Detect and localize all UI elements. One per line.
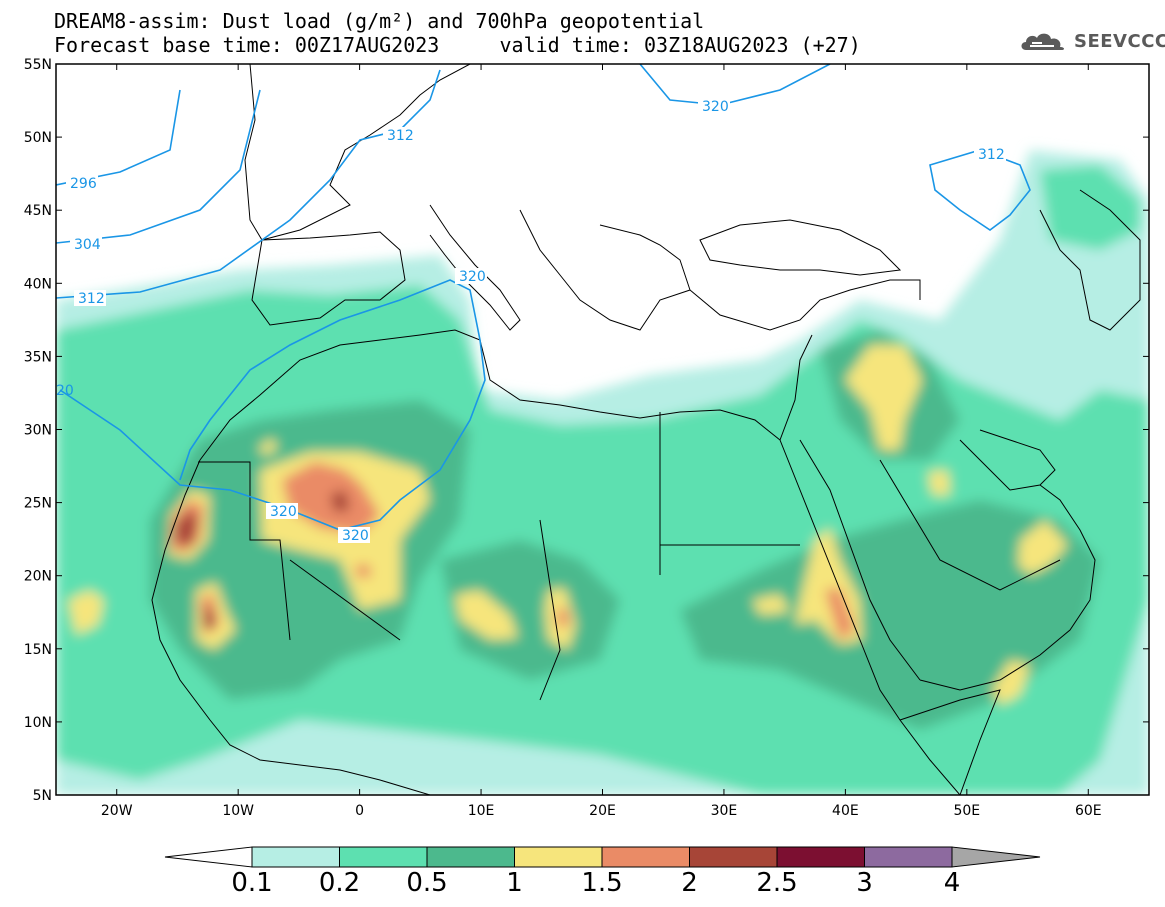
border-niger-chad — [539, 519, 561, 701]
colorbar-swatch — [339, 846, 428, 868]
coast-balkans — [519, 209, 691, 331]
colorbar-label: 3 — [856, 868, 873, 898]
dust-field — [56, 64, 1149, 795]
colorbar-label: 1.5 — [581, 868, 623, 898]
contour-label-312-east: 312 — [978, 147, 1005, 163]
dust-level-2-sahara — [330, 490, 350, 512]
lon-tick-label: 60E — [1075, 803, 1102, 819]
colorbar-label: 2 — [681, 868, 698, 898]
map-title: DREAM8-assim: Dust load (g/m²) and 700hP… — [54, 9, 705, 33]
coast-italy — [429, 204, 521, 331]
contour-label-312-west: 312 — [78, 291, 105, 307]
dust-level-2-mauritania — [175, 510, 198, 545]
forecast-time: Forecast base time: 00Z17AUG2023 valid t… — [54, 33, 861, 57]
colorbar — [164, 846, 1041, 868]
contour-label-320-med: 320 — [459, 269, 486, 285]
dust-level-1-morocco — [258, 438, 278, 456]
dust-level-0.5-central — [440, 540, 620, 680]
contour-label-312-north: 312 — [387, 128, 414, 144]
colorbar-label: 1 — [506, 868, 523, 898]
lon-tick-label: 10E — [468, 803, 495, 819]
dust-level-1-yemen — [992, 660, 1030, 705]
coast-west-africa — [151, 459, 431, 795]
dust-level-0.2-caspian — [1040, 165, 1140, 250]
seevccc-logo: SEEVCCC — [1018, 28, 1165, 54]
colorbar-label: 0.2 — [318, 868, 361, 898]
contour-label-304: 304 — [74, 237, 101, 253]
coast-iberia — [251, 231, 406, 326]
contour-label-296: 296 — [70, 176, 97, 192]
colorbar-label: 4 — [943, 868, 961, 898]
colorbar-over-arrow — [951, 846, 1041, 868]
dust-level-0.5-east — [680, 500, 1100, 730]
coast-black-sea — [699, 219, 902, 276]
axis-ticks: 20W 10W 0 10E 20E 30E 40E 50E 60E 55N 50N 45N 40N 35N… — [24, 57, 1149, 819]
lat-tick-label: 10N — [24, 715, 52, 731]
dust-level-1-sudan — [752, 594, 790, 615]
coast-caspian — [1039, 189, 1141, 331]
lon-tick-label: 40E — [832, 803, 859, 819]
colorbar-swatch — [251, 846, 340, 868]
lat-tick-label: 20N — [24, 569, 52, 585]
coast-north-africa — [199, 329, 781, 461]
colorbar-swatch — [426, 846, 515, 868]
lon-tick-label: 20W — [101, 803, 133, 819]
lon-tick-label: 30E — [711, 803, 738, 819]
colorbar-swatch — [689, 846, 778, 868]
lat-tick-label: 55N — [24, 57, 52, 73]
dust-level-1-saudi — [928, 470, 950, 495]
lat-tick-label: 40N — [24, 276, 52, 292]
colorbar-label: 0.1 — [231, 868, 273, 898]
borders — [151, 64, 1141, 795]
coast-arabia-south — [919, 484, 1096, 691]
lon-tick-label: 0 — [355, 803, 364, 819]
colorbar-swatch — [601, 846, 690, 868]
contour-labels: 296 304 312 312 312 320 320 320 320 20 — [56, 98, 1006, 544]
contour-320-sahara — [59, 279, 486, 531]
coast-horn — [899, 689, 1001, 795]
colorbar-label: 0.5 — [406, 868, 448, 898]
colorbar-label: 2.5 — [756, 868, 798, 898]
logo-text: SEEVCCC — [1074, 30, 1165, 52]
coast-gulf — [959, 429, 1056, 491]
contour-label-320-sahara-west: 320 — [270, 504, 297, 520]
coast-europe — [244, 64, 471, 241]
colorbar-swatch — [864, 846, 953, 868]
coast-levant — [779, 334, 813, 441]
border-algeria-mali — [289, 559, 401, 641]
lat-tick-label: 50N — [24, 130, 52, 146]
coast-arabia-west — [799, 439, 921, 681]
contour-label-320-sahara-east: 320 — [342, 528, 369, 544]
lat-tick-label: 35N — [24, 349, 52, 365]
lon-tick-label: 20E — [589, 803, 616, 819]
dust-level-1.5-chad — [557, 608, 570, 627]
dust-level-1.5-sahara-spot — [355, 564, 372, 578]
contour-label-edge: 20 — [56, 383, 74, 399]
border-saudi — [879, 459, 1061, 591]
dust-level-1-niger — [455, 590, 518, 640]
lat-tick-label: 45N — [24, 203, 52, 219]
lat-tick-label: 5N — [33, 788, 52, 804]
lat-tick-label: 25N — [24, 496, 52, 512]
colorbar-swatch — [514, 846, 603, 868]
dust-level-1-oman — [1018, 520, 1068, 575]
contour-304 — [56, 89, 261, 244]
border-mauritania — [198, 461, 291, 641]
dust-level-1-iraq — [845, 345, 922, 450]
dust-level-1-senegal — [68, 590, 104, 635]
coast-red-sea — [779, 439, 961, 795]
colorbar-under-arrow — [164, 846, 253, 868]
lat-tick-label: 15N — [24, 642, 52, 658]
lat-tick-label: 30N — [24, 423, 52, 439]
cloud-logo-icon — [1021, 33, 1065, 50]
lon-tick-label: 50E — [953, 803, 980, 819]
colorbar-swatch — [776, 846, 865, 868]
dust-level-1.5-eritrea — [825, 588, 855, 640]
lon-tick-label: 10W — [222, 803, 254, 819]
contour-312-west — [56, 69, 441, 299]
contour-label-320-north: 320 — [702, 99, 729, 115]
dust-level-2.5-mali — [205, 615, 212, 628]
coast-turkey — [689, 279, 921, 331]
